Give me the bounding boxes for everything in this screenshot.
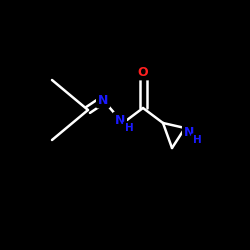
Text: N: N [98,94,108,106]
Text: O: O [138,66,148,78]
Text: N: N [115,114,125,126]
Text: H: H [192,135,202,145]
Text: N: N [184,126,194,138]
Text: H: H [124,123,134,133]
